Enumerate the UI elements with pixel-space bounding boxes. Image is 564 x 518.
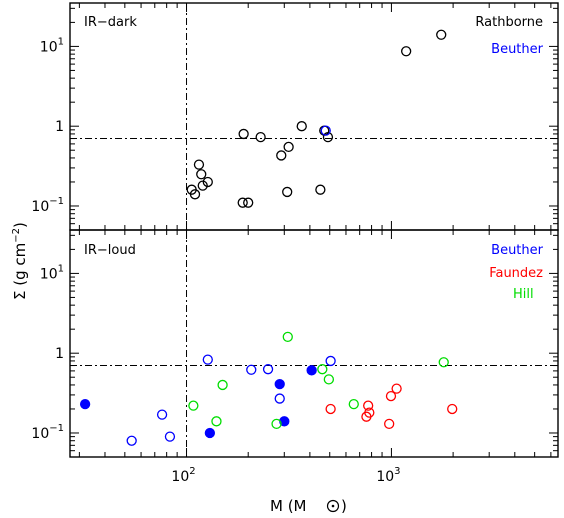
- data-point: [401, 46, 412, 57]
- tick-labels: 10−1 1 101 10−1 1 101 102 103: [31, 36, 400, 485]
- data-point: [276, 150, 287, 161]
- data-point: [196, 169, 207, 180]
- data-point: [306, 365, 317, 376]
- data-point: [315, 184, 326, 195]
- data-point: [363, 400, 374, 411]
- data-point: [274, 378, 285, 390]
- y-tick-label: 1: [55, 346, 64, 362]
- data-point: [262, 364, 274, 375]
- data-point: [325, 355, 336, 367]
- y-tick-label: 101: [40, 36, 64, 55]
- y-tick-label: 1: [55, 119, 64, 135]
- data-point: [271, 418, 282, 430]
- panel-label-ir-loud: IR−loud: [84, 243, 136, 258]
- legend-top-beuther: Beuther: [491, 42, 543, 57]
- data-point: [237, 197, 248, 208]
- y-tick-label: 10−1: [31, 196, 64, 215]
- data-point: [202, 354, 213, 365]
- data-point: [186, 184, 197, 195]
- data-point: [217, 379, 228, 391]
- y-axis-label: Σ (g cm−2): [11, 222, 29, 300]
- data-point: [317, 364, 328, 375]
- legend-bottom-beuther: Beuther: [491, 243, 543, 258]
- axis-ticks: [70, 3, 558, 458]
- data-point: [348, 398, 359, 410]
- y-tick-label: 101: [40, 263, 64, 282]
- data-point: [283, 141, 294, 153]
- legend-top-rathborne: Rathborne: [475, 15, 543, 30]
- bottom-panel-frame: [69, 229, 559, 458]
- data-point: [193, 159, 205, 170]
- legend-bottom-hill: Hill: [513, 287, 534, 302]
- data-point: [364, 407, 375, 418]
- data-point: [156, 409, 168, 420]
- data-point: [438, 357, 449, 368]
- x-tick-label: 103: [376, 466, 400, 485]
- x-axis-label: M (M: [270, 497, 307, 515]
- data-point: [246, 364, 257, 375]
- data-point: [164, 431, 176, 442]
- data-point: [79, 398, 91, 410]
- x-axis-label-close: ): [341, 497, 347, 515]
- panel-label-ir-dark: IR−dark: [84, 15, 137, 30]
- data-point: [126, 435, 137, 446]
- data-point: [282, 186, 293, 198]
- data-point: [204, 427, 216, 439]
- data-point: [391, 383, 402, 394]
- reference-lines: [70, 3, 558, 457]
- data-point: [384, 418, 395, 430]
- data-point: [296, 121, 307, 132]
- sun-symbol-icon: [326, 499, 340, 513]
- data-point: [243, 197, 254, 208]
- data-point: [447, 403, 458, 415]
- data-point: [436, 29, 447, 40]
- x-tick-label: 102: [171, 466, 195, 485]
- data-point: [323, 374, 334, 385]
- data-point: [320, 125, 331, 136]
- y-tick-label: 10−1: [31, 423, 64, 442]
- data-point: [202, 176, 213, 188]
- data-point: [325, 403, 336, 415]
- data-points: [79, 29, 458, 446]
- data-point: [238, 128, 249, 140]
- data-point: [274, 393, 285, 404]
- data-point: [282, 331, 293, 343]
- legend-bottom-faundez: Faundez: [489, 266, 543, 281]
- top-panel-frame: [69, 2, 559, 231]
- data-point: [188, 400, 199, 411]
- data-point: [211, 416, 222, 427]
- data-point: [385, 390, 397, 402]
- data-point: [255, 131, 266, 143]
